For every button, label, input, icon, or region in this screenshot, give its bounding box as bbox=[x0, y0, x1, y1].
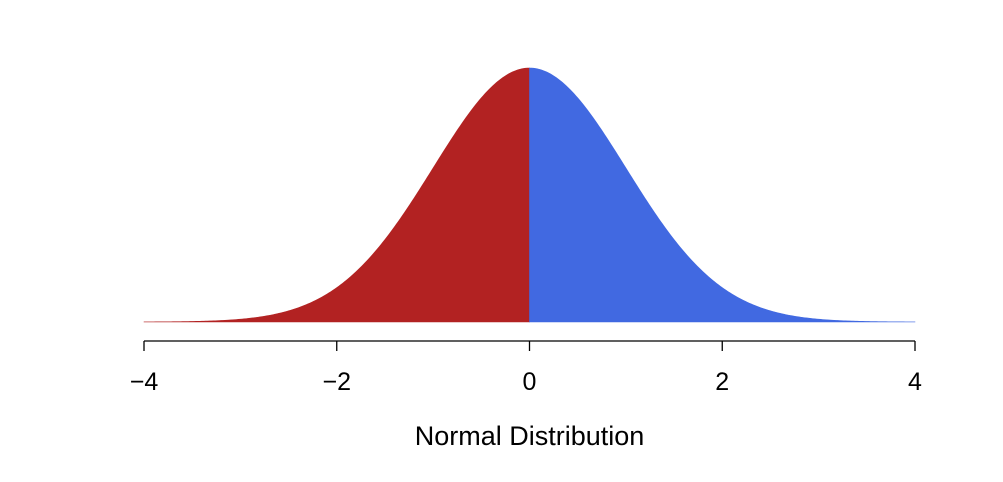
x-tick-label-4: 4 bbox=[908, 368, 922, 396]
x-axis-ticks: −4 −2 0 2 4 bbox=[130, 341, 922, 396]
density-region-1 bbox=[529, 67, 916, 323]
x-tick-label-3: 2 bbox=[715, 368, 729, 396]
x-axis-title: Normal Distribution bbox=[415, 421, 645, 451]
density-areas bbox=[143, 67, 916, 323]
density-region-0 bbox=[143, 67, 530, 323]
x-tick-label-2: 0 bbox=[523, 368, 537, 396]
x-axis: −4 −2 0 2 4 bbox=[130, 340, 922, 396]
x-tick-label-0: −4 bbox=[130, 368, 159, 396]
x-tick-label-1: −2 bbox=[322, 368, 351, 396]
